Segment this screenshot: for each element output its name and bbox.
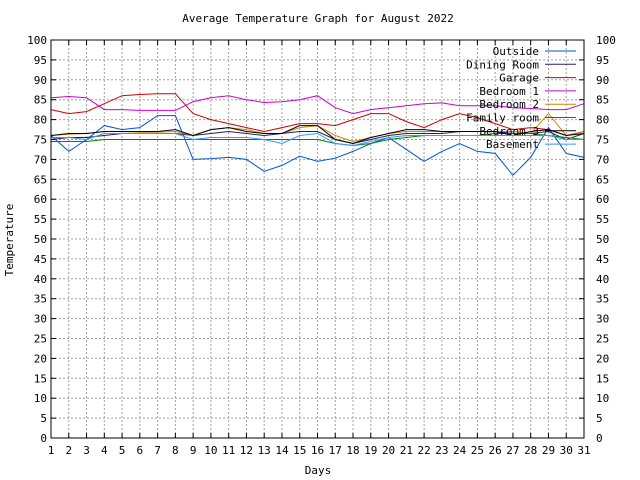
x-tick-label: 9 — [190, 444, 197, 457]
y-tick-label-right: 80 — [596, 114, 609, 127]
y-tick-label-left: 65 — [34, 173, 47, 186]
plot-frame — [50, 39, 585, 439]
x-tick-label: 25 — [471, 444, 484, 457]
legend-label-basement: Basement — [486, 138, 539, 151]
x-tick-label: 24 — [453, 444, 467, 457]
x-tick-label: 5 — [119, 444, 126, 457]
y-tick-label-right: 100 — [596, 34, 616, 47]
legend-label-family-room: Family room — [466, 112, 539, 125]
y-tick-label-right: 20 — [596, 352, 609, 365]
x-tick-label: 10 — [204, 444, 217, 457]
y-tick-label-left: 30 — [34, 313, 47, 326]
y-tick-label-left: 35 — [34, 293, 47, 306]
y-tick-label-right: 25 — [596, 333, 609, 346]
y-tick-label-right: 60 — [596, 193, 609, 206]
y-tick-label-left: 90 — [34, 74, 47, 87]
y-tick-label-right: 95 — [596, 54, 609, 67]
y-tick-label-right: 70 — [596, 153, 609, 166]
y-tick-label-left: 5 — [40, 412, 47, 425]
x-tick-label: 15 — [293, 444, 306, 457]
x-tick-label: 12 — [240, 444, 253, 457]
y-tick-label-left: 75 — [34, 134, 47, 147]
x-tick-label: 7 — [154, 444, 161, 457]
y-tick-label-left: 60 — [34, 193, 47, 206]
legend-label-dining-room: Dining Room — [466, 58, 539, 71]
series-line-basement — [51, 132, 584, 147]
x-tick-label: 1 — [48, 444, 55, 457]
x-tick-label: 8 — [172, 444, 179, 457]
series-line-garage — [50, 93, 585, 137]
y-axis-label: Temperature — [3, 204, 16, 277]
y-tick-label-left: 20 — [34, 352, 47, 365]
y-tick-label-right: 5 — [596, 412, 603, 425]
legend-label-garage: Garage — [499, 72, 539, 85]
x-tick-label: 28 — [524, 444, 537, 457]
x-tick-label: 30 — [560, 444, 573, 457]
x-tick-label: 26 — [489, 444, 502, 457]
y-tick-label-right: 0 — [596, 432, 603, 445]
y-tick-label-left: 10 — [34, 392, 47, 405]
y-tick-label-right: 35 — [596, 293, 609, 306]
x-tick-label: 22 — [417, 444, 430, 457]
y-tick-label-left: 70 — [34, 153, 47, 166]
y-tick-label-right: 90 — [596, 74, 609, 87]
x-tick-label: 21 — [400, 444, 413, 457]
y-tick-label-left: 100 — [27, 34, 47, 47]
x-tick-label: 19 — [364, 444, 377, 457]
series-line-bedroom-1 — [50, 95, 585, 115]
x-tick-label: 13 — [258, 444, 271, 457]
series-line-outside — [50, 115, 585, 177]
y-tick-label-right: 45 — [596, 253, 609, 266]
y-tick-label-left: 95 — [34, 54, 47, 67]
legend-label-bedroom-3: Bedroom 3 — [479, 125, 539, 138]
x-tick-label: 2 — [65, 444, 72, 457]
x-tick-label: 6 — [137, 444, 144, 457]
x-tick-label: 11 — [222, 444, 235, 457]
y-tick-label-right: 85 — [596, 94, 609, 107]
legend-label-outside: Outside — [493, 45, 539, 58]
series-line-bedroom-3 — [50, 125, 585, 145]
x-tick-label: 31 — [577, 444, 590, 457]
series-lines — [50, 93, 585, 177]
x-tick-label: 16 — [311, 444, 324, 457]
x-tick-label: 23 — [435, 444, 448, 457]
legend-label-bedroom-2: Bedroom 2 — [479, 98, 539, 111]
chart-title: Average Temperature Graph for August 202… — [182, 12, 454, 25]
y-tick-label-left: 15 — [34, 372, 47, 385]
x-tick-label: 17 — [329, 444, 342, 457]
x-tick-label: 14 — [275, 444, 289, 457]
y-tick-label-right: 55 — [596, 213, 609, 226]
x-tick-label: 20 — [382, 444, 395, 457]
grid — [51, 40, 584, 438]
y-tick-label-left: 80 — [34, 114, 47, 127]
x-tick-label: 27 — [506, 444, 519, 457]
y-tick-label-right: 10 — [596, 392, 609, 405]
y-tick-label-left: 45 — [34, 253, 47, 266]
y-tick-label-left: 85 — [34, 94, 47, 107]
y-tick-label-right: 75 — [596, 134, 609, 147]
x-tick-label: 29 — [542, 444, 555, 457]
y-tick-label-left: 55 — [34, 213, 47, 226]
x-axis-label: Days — [305, 464, 332, 477]
x-tick-label: 4 — [101, 444, 108, 457]
y-tick-label-left: 25 — [34, 333, 47, 346]
y-tick-label-left: 50 — [34, 233, 47, 246]
y-tick-label-left: 40 — [34, 273, 47, 286]
x-tick-label: 18 — [346, 444, 359, 457]
series-line-family-room — [51, 133, 585, 147]
y-tick-label-right: 15 — [596, 372, 609, 385]
y-tick-label-right: 65 — [596, 173, 609, 186]
y-tick-label-left: 0 — [40, 432, 47, 445]
y-tick-label-right: 50 — [596, 233, 609, 246]
y-tick-label-right: 40 — [596, 273, 609, 286]
legend-label-bedroom-1: Bedroom 1 — [479, 85, 539, 98]
y-tick-label-right: 30 — [596, 313, 609, 326]
x-tick-label: 3 — [83, 444, 90, 457]
